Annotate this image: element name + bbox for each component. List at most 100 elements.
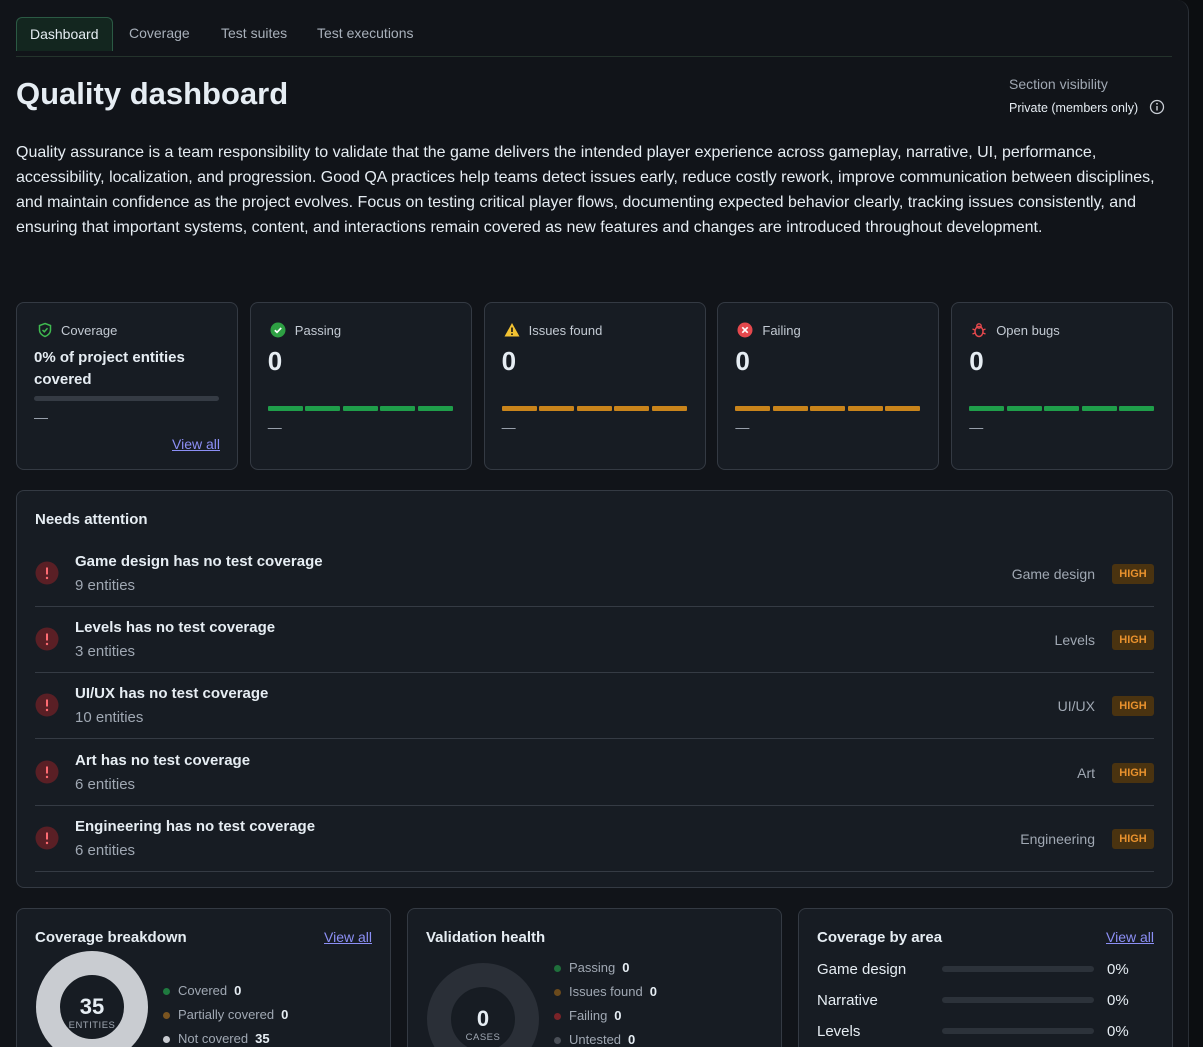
donut-total-label: CASES xyxy=(465,1032,501,1043)
stat-icon xyxy=(270,322,286,338)
attention-row: Art has no test coverage 6 entities Art HIG… xyxy=(35,740,1154,806)
status-segment xyxy=(267,406,303,411)
legend-label: Covered xyxy=(178,983,228,998)
donut-total-label: ENTITIES xyxy=(68,1020,116,1031)
tab[interactable]: Test suites xyxy=(221,25,288,41)
severity-badge: HIGH xyxy=(1112,762,1154,783)
row-subtitle: 9 entities xyxy=(75,577,136,594)
status-segment xyxy=(576,406,612,411)
attention-row: Game design has no test coverage 9 entiti… xyxy=(35,541,1154,607)
coverage-by-area-card: Coverage by area View all Game design 0% N… xyxy=(798,908,1173,1047)
visibility-value: Private (members only) xyxy=(1009,101,1139,115)
row-subtitle: 6 entities xyxy=(75,775,136,793)
legend-value: 0 xyxy=(628,1032,636,1047)
description: Quality assurance is a team responsibili… xyxy=(16,144,1155,236)
stat-value: 0 xyxy=(267,346,283,376)
stat-label: Coverage xyxy=(61,323,118,338)
alert-icon xyxy=(35,627,59,651)
donut-chart xyxy=(36,951,148,1047)
row-subtitle: 10 entities xyxy=(75,709,144,727)
legend-label: Passing xyxy=(569,960,616,975)
card-title: Coverage breakdown xyxy=(35,929,187,946)
legend-dot xyxy=(554,1037,561,1044)
stat-footer: — xyxy=(267,419,282,435)
status-segment xyxy=(1006,406,1042,411)
stat-value: 0 xyxy=(501,346,517,376)
row-area: Game design xyxy=(1011,566,1095,582)
stat-card: Open bugs 0 — xyxy=(951,302,1174,470)
info-icon[interactable] xyxy=(1149,99,1165,115)
donut-total: 0 xyxy=(476,1006,490,1031)
status-segment xyxy=(735,406,771,411)
donut-hole xyxy=(61,976,123,1038)
stat-footer: — xyxy=(34,409,48,425)
area-track xyxy=(942,966,1094,972)
row-area: Engineering xyxy=(1020,830,1095,847)
stat-label: Open bugs xyxy=(996,323,1060,338)
stat-label: Failing xyxy=(762,323,801,338)
row-subtitle: 6 entities xyxy=(75,841,136,859)
alert-icon xyxy=(35,693,59,717)
stat-footer: — xyxy=(969,419,984,435)
legend-dot xyxy=(554,965,561,972)
legend-label: Untested xyxy=(569,1032,622,1047)
stat-icon xyxy=(504,323,520,337)
legend-value: 0 xyxy=(649,984,657,999)
tab[interactable]: Test executions xyxy=(317,25,414,41)
view-all-link[interactable]: View all xyxy=(324,929,372,945)
legend-label: Not covered xyxy=(178,1031,249,1046)
stat-icon xyxy=(38,322,52,338)
validation-health-card: Validation health 0 CASES Passing 0 Issues f… xyxy=(407,908,782,1047)
legend-label: Failing xyxy=(569,1008,608,1023)
coverage-breakdown-card: Coverage breakdown View all 35 ENTITIES Co… xyxy=(16,908,391,1047)
tab[interactable]: Coverage xyxy=(129,25,190,41)
area-track xyxy=(942,1028,1094,1034)
legend-value: 0 xyxy=(281,1007,289,1022)
stat-footer: — xyxy=(501,419,516,435)
area-percent: 0% xyxy=(1107,1023,1129,1040)
page-title: Quality dashboard xyxy=(16,76,289,111)
row-title: UI/UX has no test coverage xyxy=(75,685,269,703)
coverage-track xyxy=(34,396,219,401)
legend-value: 0 xyxy=(234,983,242,998)
status-segment xyxy=(501,406,537,411)
status-segment xyxy=(614,406,650,411)
attention-row: UI/UX has no test coverage 10 entities UI/… xyxy=(35,673,1154,740)
status-segment xyxy=(847,406,883,411)
severity-badge: HIGH xyxy=(1112,828,1154,849)
status-segment xyxy=(969,406,1005,411)
status-segment xyxy=(651,406,687,411)
status-segment xyxy=(772,406,808,411)
area-track xyxy=(942,997,1094,1003)
row-title: Levels has no test coverage xyxy=(75,619,276,637)
stat-value: 0 xyxy=(969,346,984,376)
stat-label: Issues found xyxy=(528,323,603,338)
alert-icon xyxy=(35,561,59,585)
stat-label: Passing xyxy=(294,323,342,338)
stat-value: 0 xyxy=(735,346,750,376)
legend-label: Partially covered xyxy=(178,1007,275,1022)
row-title: Engineering has no test coverage xyxy=(75,817,316,835)
alert-icon xyxy=(35,826,59,850)
donut-segment xyxy=(36,951,148,1047)
view-all-link[interactable]: View all xyxy=(172,436,220,452)
row-area: Levels xyxy=(1054,632,1095,649)
area-percent: 0% xyxy=(1107,961,1129,978)
status-segment xyxy=(380,406,416,411)
alert-icon xyxy=(35,760,59,784)
visibility-label: Section visibility xyxy=(1009,76,1108,92)
legend-dot xyxy=(163,1012,170,1019)
status-segment xyxy=(342,406,378,411)
tab-underline xyxy=(16,56,1172,57)
status-segment xyxy=(1081,406,1117,411)
status-segment xyxy=(539,406,575,411)
stat-card: Passing 0 — xyxy=(249,302,472,470)
area-percent: 0% xyxy=(1107,992,1129,1009)
severity-badge: HIGH xyxy=(1112,564,1154,584)
panel-title: Needs attention xyxy=(35,511,148,528)
tab[interactable]: Dashboard xyxy=(16,17,113,51)
legend-value: 0 xyxy=(614,1008,622,1023)
stat-card: Coverage 0% of project entities covered — V… xyxy=(16,302,238,470)
view-all-link[interactable]: View all xyxy=(1106,929,1154,945)
